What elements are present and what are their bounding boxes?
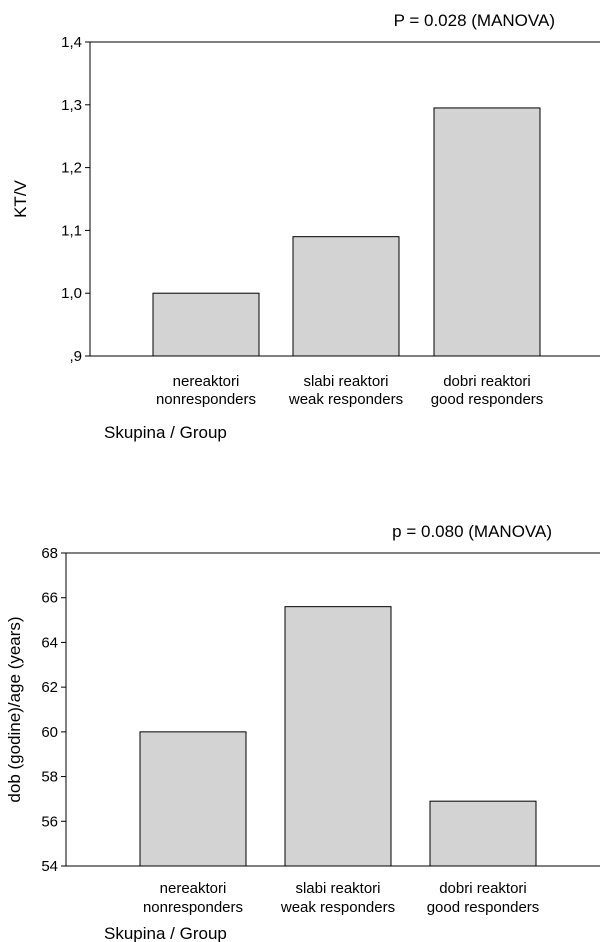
chart2-bar (429, 800, 537, 867)
chart1-category-label-line1: slabi reaktori (303, 373, 388, 390)
chart2-category-label-line1: dobri reaktori (439, 880, 527, 897)
chart1-category-label-line2: nonresponders (156, 391, 256, 408)
chart2-category-label-line2: good responders (427, 899, 540, 916)
chart2-bar (139, 731, 247, 867)
chart2-category-label-line1: nereaktori (160, 880, 227, 897)
chart2-y-tick-label: 66 (41, 590, 58, 607)
chart2-y-tick-label: 54 (41, 858, 58, 875)
chart2-bar (284, 606, 392, 867)
chart2-category-label-line2: nonresponders (143, 899, 243, 916)
chart1-y-tick-label: ,9 (69, 348, 82, 365)
chart2-y-tick-label: 58 (41, 769, 58, 786)
chart1-y-axis-title: KT/V (11, 179, 30, 217)
chart1-bar (292, 236, 400, 357)
chart2-y-tick-label: 64 (41, 634, 58, 651)
chart1-category-label-line2: weak responders (288, 391, 403, 408)
chart1-category-label-line1: nereaktori (173, 373, 240, 390)
chart2-annotation: p = 0.080 (MANOVA) (392, 522, 552, 541)
chart1-y-tick-label: 1,1 (61, 222, 82, 239)
chart2-x-axis-title: Skupina / Group (104, 924, 227, 942)
chart1-bar (433, 107, 541, 357)
chart1-category-label-line2: good responders (431, 391, 544, 408)
chart1-y-tick-label: 1,2 (61, 160, 82, 177)
chart1-annotation: P = 0.028 (MANOVA) (394, 11, 555, 30)
chart1-y-tick-label: 1,0 (61, 285, 82, 302)
chart1-bar (152, 292, 260, 357)
chart2-category-label-line1: slabi reaktori (295, 880, 380, 897)
chart2-y-axis-title: dob (godine)/age (years) (5, 616, 24, 802)
chart1-y-tick-label: 1,3 (61, 97, 82, 114)
chart1-y-tick-label: 1,4 (61, 34, 82, 51)
chart2-y-tick-label: 60 (41, 724, 58, 741)
chart2-category-label-line2: weak responders (280, 899, 395, 916)
chart2-y-tick-label: 56 (41, 813, 58, 830)
chart1-x-axis-title: Skupina / Group (104, 423, 227, 442)
chart1-category-label-line1: dobri reaktori (443, 373, 531, 390)
chart2-y-tick-label: 62 (41, 679, 58, 696)
chart2-y-tick-label: 68 (41, 545, 58, 562)
